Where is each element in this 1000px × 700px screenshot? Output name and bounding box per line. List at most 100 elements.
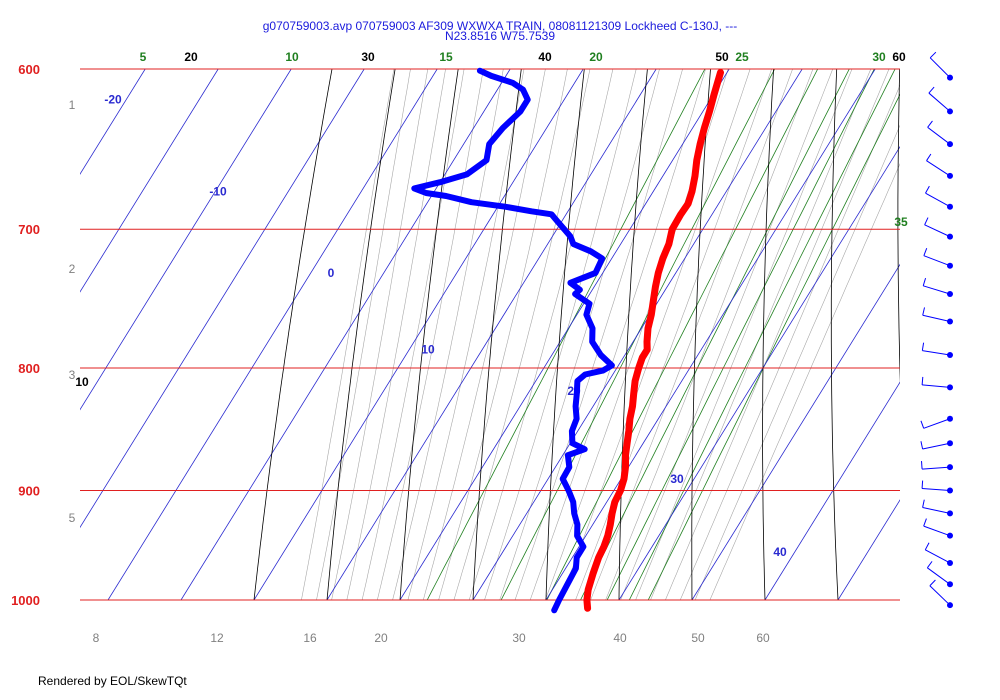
isotherm-line: [80, 69, 365, 529]
height-label: 5: [69, 511, 76, 525]
dry-adiabat-line: [762, 69, 775, 600]
mixing-ratio-label: 5: [140, 50, 147, 64]
moist-adiabat-line: [620, 69, 834, 600]
mixing-ratio-label: 20: [589, 50, 603, 64]
wind-barb: [921, 376, 953, 391]
isobar-label: 800: [18, 361, 40, 376]
footer-credit: Rendered by EOL/SkewTQt: [38, 674, 187, 688]
mixing-ratio-label: 10: [285, 50, 299, 64]
moist-adiabat-line: [514, 69, 683, 600]
wind-barb: [924, 542, 953, 566]
isobar-label: 1000: [11, 593, 40, 608]
isotherm-label: -10: [209, 184, 227, 198]
temperature-trace: [583, 69, 724, 612]
wind-barb: [920, 440, 953, 450]
moist-adiabat-line: [376, 69, 484, 600]
wind-barb: [923, 518, 953, 539]
dry-adiabat-line: [472, 69, 522, 600]
wind-barb: [920, 415, 953, 429]
wind-barb: [928, 86, 953, 115]
height-label: 1: [69, 98, 76, 112]
moist-adiabat-line: [635, 69, 853, 600]
wind-barb: [921, 342, 953, 358]
mixing-ratio-label: 30: [872, 50, 886, 64]
isotherm-line: [253, 69, 584, 600]
dry-adiabat-label: 20: [184, 50, 198, 64]
bottom-tick-label: 60: [756, 631, 770, 645]
dry-adiabat-label: 10: [75, 375, 89, 389]
mixing-ratio-label: 25: [735, 50, 749, 64]
dry-adiabat-line: [253, 69, 333, 600]
moist-adiabat-line: [346, 69, 446, 600]
bottom-tick-label: 8: [93, 631, 100, 645]
wind-barb: [925, 185, 953, 210]
isotherm-line: [80, 69, 219, 293]
isotherm-line: [691, 263, 900, 600]
mixing-ratio-line: [546, 69, 819, 600]
wind-barb: [921, 480, 953, 494]
moist-adiabat-line: [331, 69, 429, 600]
isotherm-label: 10: [421, 343, 435, 357]
mixing-ratio-line: [628, 69, 896, 600]
isobar-label: 900: [18, 483, 40, 498]
mixing-ratio-line: [606, 69, 875, 600]
bottom-tick-label: 20: [374, 631, 388, 645]
dry-adiabat-label: 60: [892, 50, 906, 64]
bottom-tick-label: 40: [613, 631, 627, 645]
isobars-layer: [80, 68, 900, 601]
wind-barb: [929, 579, 953, 609]
dry-adiabat-line: [830, 69, 839, 600]
isotherm-line: [618, 145, 900, 600]
isotherm-line: [80, 69, 292, 411]
chart-subtitle: N23.8516 W75.7539: [445, 29, 555, 43]
isotherm-line: [837, 499, 900, 600]
dewpoint-trace: [411, 67, 615, 614]
moist-adiabat-line: [484, 69, 637, 600]
mixing-ratio-label: 35: [894, 215, 908, 229]
isotherms-layer: [80, 69, 900, 600]
height-label: 2: [69, 262, 76, 276]
dry-adiabat-line: [618, 69, 648, 600]
mixing-ratio-label: 15: [439, 50, 453, 64]
isotherm-line: [545, 69, 876, 600]
moist-adiabat-line: [605, 69, 814, 600]
dry-adiabat-line: [691, 69, 711, 600]
dry-adiabat-line: [326, 69, 396, 600]
bottom-tick-label: 30: [512, 631, 526, 645]
bottom-tick-label: 12: [210, 631, 224, 645]
wind-barb: [927, 120, 953, 148]
dry-adiabat-line: [963, 0, 990, 661]
wind-barb: [923, 248, 953, 269]
dry-adiabat-label: 40: [538, 50, 552, 64]
wind-barb: [922, 278, 953, 298]
mixing-ratio-line: [500, 69, 776, 600]
wind-barb: [921, 461, 953, 471]
moist-adiabat-line: [422, 69, 546, 600]
bottom-tick-label: 16: [303, 631, 317, 645]
dry-adiabat-label: 30: [361, 50, 375, 64]
moist-adiabat-line: [665, 69, 890, 600]
moist-adiabat-line: [316, 69, 411, 600]
wind-barb: [922, 307, 953, 325]
wind-barb: [929, 51, 953, 81]
moist-adiabat-line: [468, 69, 614, 600]
moist-adiabat-line: [407, 69, 525, 600]
mixing-ratio-lines-layer: [426, 69, 900, 600]
isotherm-line: [472, 69, 803, 600]
moist-adiabat-line: [453, 69, 591, 600]
moist-adiabat-line: [560, 69, 751, 600]
isotherm-line: [107, 69, 438, 600]
moist-adiabat-line: [679, 84, 900, 600]
moist-adiabats-layer: [301, 69, 900, 600]
wind-barb: [926, 561, 953, 588]
wind-barbs-layer: [920, 51, 953, 609]
moist-adiabat-line: [361, 69, 465, 600]
wind-barb: [924, 217, 953, 240]
wind-barb: [926, 153, 953, 179]
moist-adiabat-line: [499, 69, 660, 600]
isotherm-label: 30: [670, 472, 684, 486]
isobar-label: 700: [18, 222, 40, 237]
dry-adiabat-line: [545, 69, 585, 600]
isotherm-label: -20: [104, 93, 122, 107]
